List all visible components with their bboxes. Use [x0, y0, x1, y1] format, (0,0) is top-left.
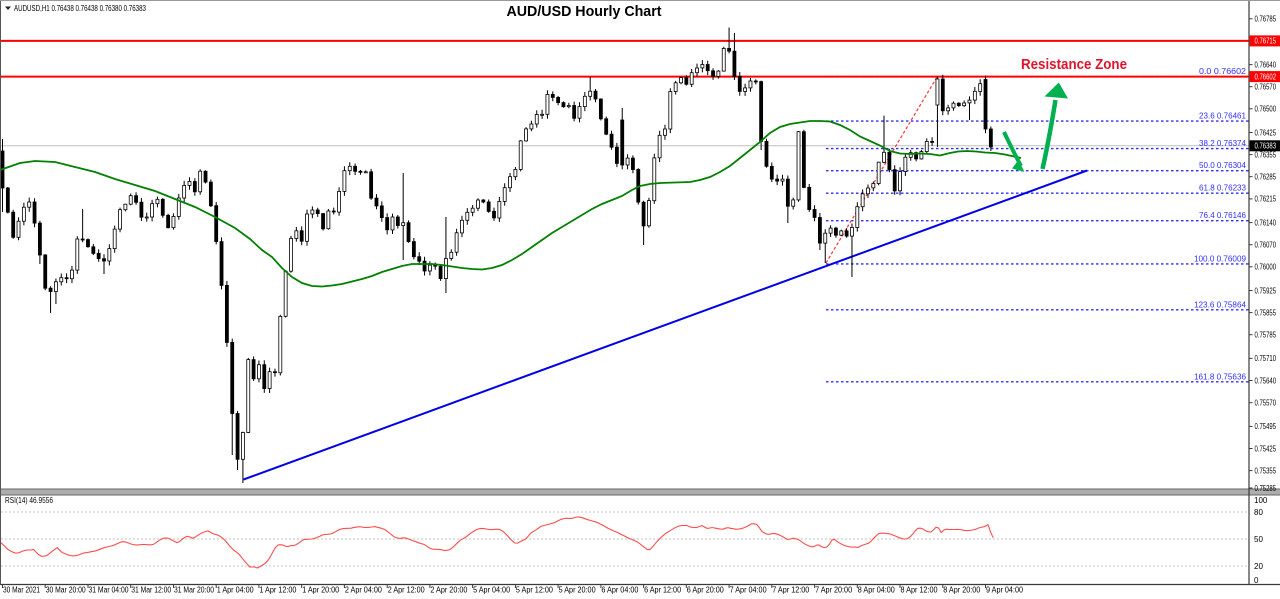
svg-text:0.75285: 0.75285	[1255, 484, 1277, 493]
svg-text:38.2 0.76374: 38.2 0.76374	[1199, 139, 1247, 148]
svg-text:0.76570: 0.76570	[1255, 83, 1277, 92]
svg-text:7 Apr 04:00: 7 Apr 04:00	[730, 586, 767, 595]
svg-text:0.76000: 0.76000	[1255, 263, 1277, 272]
svg-text:Resistance Zone: Resistance Zone	[1021, 57, 1127, 73]
svg-text:8 Apr 04:00: 8 Apr 04:00	[858, 586, 895, 595]
svg-text:5 Apr 04:00: 5 Apr 04:00	[473, 586, 510, 595]
svg-text:1 Apr 12:00: 1 Apr 12:00	[259, 586, 296, 595]
svg-text:2 Apr 20:00: 2 Apr 20:00	[430, 586, 467, 595]
svg-text:100.0 0.76009: 100.0 0.76009	[1194, 254, 1247, 263]
svg-text:0.0 0.76602: 0.0 0.76602	[1199, 67, 1247, 76]
svg-text:2 Apr 04:00: 2 Apr 04:00	[345, 586, 382, 595]
svg-text:23.6 0.76461: 23.6 0.76461	[1199, 112, 1247, 121]
svg-text:AUD/USD Hourly Chart: AUD/USD Hourly Chart	[507, 4, 662, 20]
svg-text:7 Apr 20:00: 7 Apr 20:00	[815, 586, 852, 595]
svg-text:0.76425: 0.76425	[1255, 128, 1277, 137]
svg-text:0.75855: 0.75855	[1255, 308, 1277, 317]
svg-text:1 Apr 20:00: 1 Apr 20:00	[302, 586, 339, 595]
svg-text:2 Apr 12:00: 2 Apr 12:00	[388, 586, 425, 595]
svg-text:0.76602: 0.76602	[1255, 72, 1277, 81]
svg-text:0.76640: 0.76640	[1255, 60, 1277, 69]
svg-text:161.8 0.75636: 161.8 0.75636	[1194, 372, 1247, 381]
svg-text:5 Apr 20:00: 5 Apr 20:00	[559, 586, 596, 595]
svg-text:0.76500: 0.76500	[1255, 105, 1277, 114]
svg-text:0.76140: 0.76140	[1255, 218, 1277, 227]
svg-text:0.76715: 0.76715	[1255, 37, 1277, 46]
svg-text:0.75710: 0.75710	[1255, 354, 1277, 363]
svg-text:6 Apr 04:00: 6 Apr 04:00	[601, 586, 638, 595]
svg-text:0.76355: 0.76355	[1255, 150, 1277, 159]
svg-text:0.75355: 0.75355	[1255, 466, 1277, 475]
svg-text:123.6 0.75864: 123.6 0.75864	[1194, 300, 1247, 309]
svg-text:0.76070: 0.76070	[1255, 241, 1277, 250]
svg-text:0.75495: 0.75495	[1255, 422, 1277, 431]
svg-text:0.75425: 0.75425	[1255, 444, 1277, 453]
svg-text:0.75640: 0.75640	[1255, 376, 1277, 385]
svg-text:0.75785: 0.75785	[1255, 331, 1277, 340]
svg-text:0.76785: 0.76785	[1255, 15, 1277, 24]
svg-text:0: 0	[1254, 576, 1259, 585]
svg-text:7 Apr 12:00: 7 Apr 12:00	[772, 586, 809, 595]
svg-text:20: 20	[1254, 562, 1263, 571]
svg-text:31 Mar 20:00: 31 Mar 20:00	[174, 586, 214, 595]
svg-text:80: 80	[1254, 508, 1263, 517]
svg-text:0.75570: 0.75570	[1255, 399, 1277, 408]
svg-text:31 Mar 04:00: 31 Mar 04:00	[89, 586, 129, 595]
svg-text:30 Mar 20:00: 30 Mar 20:00	[46, 586, 86, 595]
svg-text:0.76215: 0.76215	[1255, 195, 1277, 204]
svg-text:8 Apr 12:00: 8 Apr 12:00	[901, 586, 938, 595]
svg-text:31 Mar 12:00: 31 Mar 12:00	[131, 586, 171, 595]
svg-text:6 Apr 20:00: 6 Apr 20:00	[687, 586, 724, 595]
svg-text:100: 100	[1254, 496, 1268, 505]
svg-text:AUDUSD,H1 0.76438 0.76438 0.7: AUDUSD,H1 0.76438 0.76438 0.76380 0.7638…	[14, 3, 146, 13]
svg-text:9 Apr 04:00: 9 Apr 04:00	[986, 586, 1023, 595]
svg-text:50.0 0.76304: 50.0 0.76304	[1199, 161, 1247, 170]
svg-text:50: 50	[1254, 535, 1263, 544]
svg-text:0.76383: 0.76383	[1255, 142, 1277, 151]
svg-text:0.75925: 0.75925	[1255, 286, 1277, 295]
svg-text:61.8 0.76233: 61.8 0.76233	[1199, 184, 1247, 193]
svg-text:1 Apr 04:00: 1 Apr 04:00	[217, 586, 254, 595]
svg-text:5 Apr 12:00: 5 Apr 12:00	[516, 586, 553, 595]
svg-text:76.4 0.76146: 76.4 0.76146	[1199, 211, 1247, 220]
svg-text:0.76285: 0.76285	[1255, 173, 1277, 182]
svg-text:30 Mar 2021: 30 Mar 2021	[3, 586, 40, 595]
svg-text:8 Apr 20:00: 8 Apr 20:00	[943, 586, 980, 595]
svg-text:6 Apr 12:00: 6 Apr 12:00	[644, 586, 681, 595]
svg-text:RSI(14) 46.9556: RSI(14) 46.9556	[5, 496, 53, 505]
